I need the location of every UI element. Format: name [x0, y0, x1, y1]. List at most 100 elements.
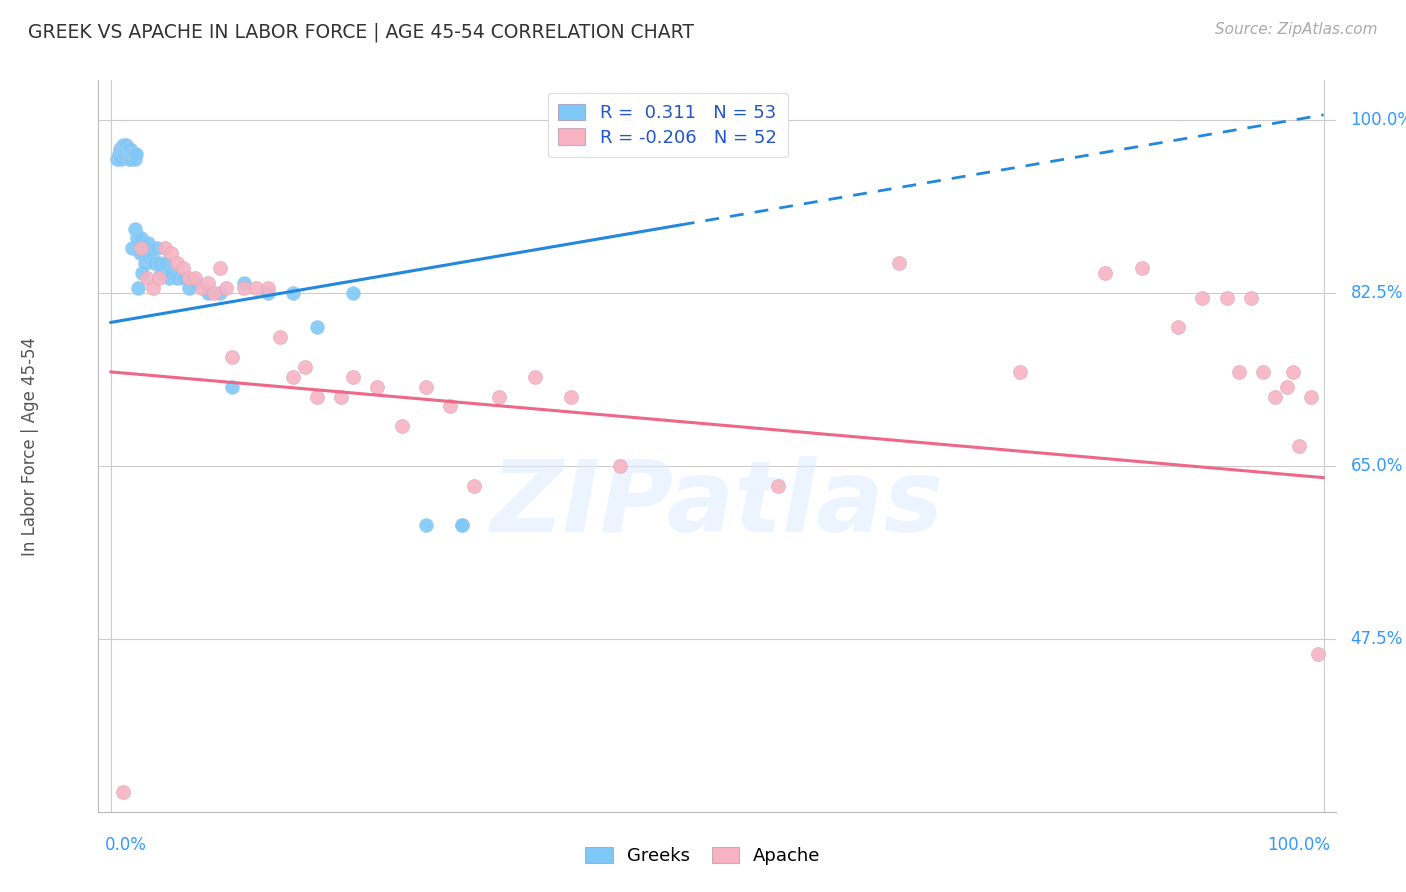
Point — [281, 369, 304, 384]
Point — [127, 281, 149, 295]
Point — [257, 281, 280, 295]
Point — [208, 261, 231, 276]
Point — [342, 369, 364, 384]
Point — [124, 153, 146, 167]
Point — [887, 256, 910, 270]
Point — [111, 143, 134, 157]
Point — [1275, 380, 1298, 394]
Point — [1306, 647, 1329, 661]
Point — [294, 359, 316, 374]
Point — [131, 266, 153, 280]
Text: 0.0%: 0.0% — [104, 837, 146, 855]
Point — [415, 380, 437, 394]
Point — [148, 271, 170, 285]
Point — [366, 380, 388, 394]
Point — [117, 143, 139, 157]
Point — [1191, 291, 1213, 305]
Point — [150, 266, 173, 280]
Point — [1240, 291, 1263, 305]
Point — [451, 518, 474, 533]
Point — [172, 271, 194, 285]
Text: 65.0%: 65.0% — [1351, 457, 1403, 475]
Point — [166, 271, 188, 285]
Point — [197, 285, 219, 300]
Point — [148, 256, 170, 270]
Point — [1301, 390, 1323, 404]
Point — [1288, 439, 1310, 453]
Point — [120, 153, 142, 167]
Text: 100.0%: 100.0% — [1267, 837, 1330, 855]
Point — [132, 246, 155, 260]
Point — [488, 390, 510, 404]
Point — [111, 137, 134, 152]
Point — [142, 281, 165, 295]
Point — [124, 221, 146, 235]
Point — [118, 143, 141, 157]
Point — [305, 390, 328, 404]
Point — [269, 330, 291, 344]
Point — [609, 458, 631, 473]
Point — [129, 231, 152, 245]
Point — [118, 147, 141, 161]
Point — [105, 153, 128, 167]
Point — [208, 285, 231, 300]
Text: In Labor Force | Age 45-54: In Labor Force | Age 45-54 — [21, 336, 39, 556]
Point — [184, 271, 207, 285]
Point — [172, 261, 194, 276]
Point — [166, 256, 188, 270]
Point — [415, 518, 437, 533]
Point — [1264, 390, 1286, 404]
Point — [330, 390, 353, 404]
Point — [128, 246, 150, 260]
Legend: Greeks, Apache: Greeks, Apache — [576, 838, 830, 874]
Point — [136, 236, 159, 251]
Text: ZIPatlas: ZIPatlas — [491, 456, 943, 553]
Point — [127, 231, 149, 245]
Point — [451, 518, 474, 533]
Point — [110, 143, 132, 157]
Point — [111, 785, 134, 799]
Point — [121, 147, 143, 161]
Point — [118, 153, 141, 167]
Point — [160, 266, 183, 280]
Point — [145, 241, 167, 255]
Point — [233, 276, 256, 290]
Text: GREEK VS APACHE IN LABOR FORCE | AGE 45-54 CORRELATION CHART: GREEK VS APACHE IN LABOR FORCE | AGE 45-… — [28, 22, 695, 42]
Legend: R =  0.311   N = 53, R = -0.206   N = 52: R = 0.311 N = 53, R = -0.206 N = 52 — [547, 93, 787, 158]
Point — [179, 271, 201, 285]
Point — [257, 285, 280, 300]
Point — [221, 350, 243, 364]
Point — [463, 478, 485, 492]
Point — [524, 369, 547, 384]
Point — [190, 281, 212, 295]
Point — [1282, 365, 1305, 379]
Point — [141, 251, 163, 265]
Point — [1227, 365, 1250, 379]
Point — [1167, 320, 1189, 334]
Point — [136, 241, 159, 255]
Point — [1251, 365, 1274, 379]
Text: Source: ZipAtlas.com: Source: ZipAtlas.com — [1215, 22, 1378, 37]
Point — [143, 256, 166, 270]
Point — [121, 241, 143, 255]
Point — [114, 143, 136, 157]
Point — [215, 281, 238, 295]
Point — [115, 137, 138, 152]
Point — [391, 419, 413, 434]
Point — [179, 281, 201, 295]
Point — [160, 246, 183, 260]
Point — [439, 400, 461, 414]
Point — [560, 390, 582, 404]
Point — [281, 285, 304, 300]
Point — [136, 271, 159, 285]
Point — [184, 276, 207, 290]
Point — [342, 285, 364, 300]
Point — [197, 276, 219, 290]
Text: 100.0%: 100.0% — [1351, 111, 1406, 128]
Point — [245, 281, 267, 295]
Point — [221, 380, 243, 394]
Point — [1010, 365, 1032, 379]
Point — [138, 251, 160, 265]
Point — [108, 147, 131, 161]
Point — [1130, 261, 1153, 276]
